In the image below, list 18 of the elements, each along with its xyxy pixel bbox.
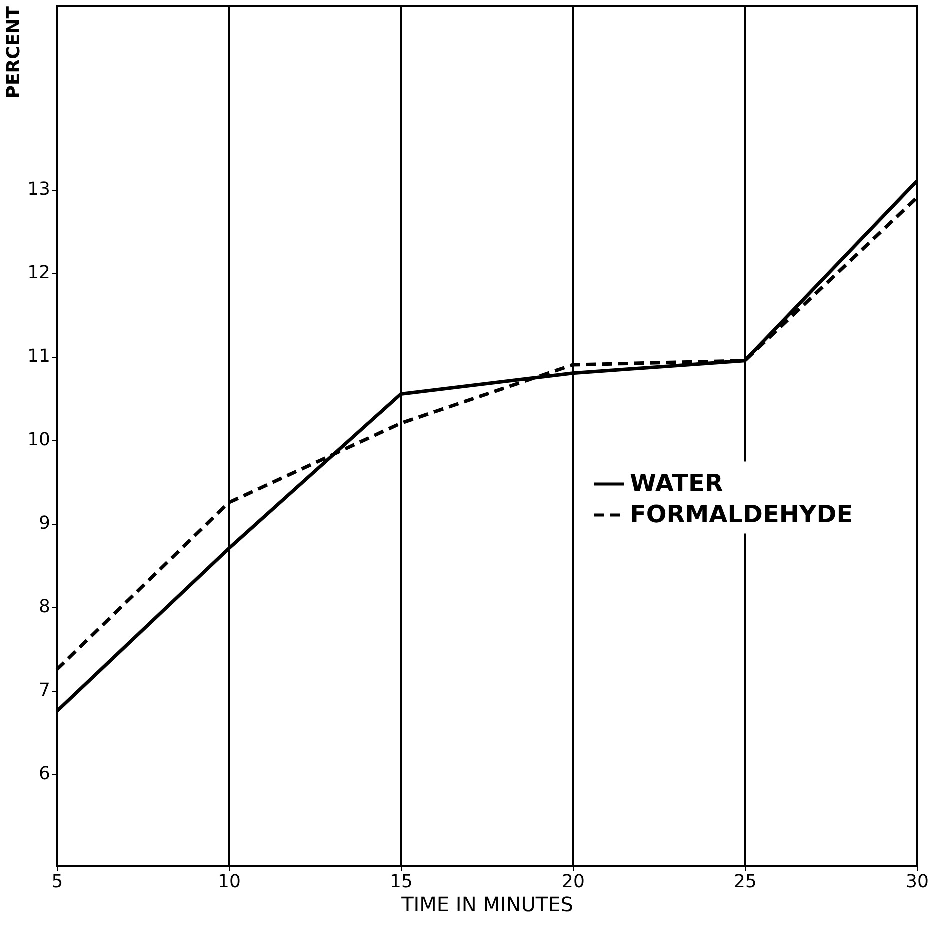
x-tick-label: 20 [562,872,585,892]
y-tick-label: 10 [28,430,50,451]
x-tick-label: 25 [734,872,757,892]
y-tick-label: 11 [28,346,50,368]
y-axis-title: PERCENT [4,6,25,99]
legend-label: FORMALDEHYDE [630,500,854,528]
y-tick-label: 8 [39,596,50,618]
y-tick-label: 12 [28,262,50,284]
y-tick-label: 9 [39,513,50,534]
legend-label: WATER [630,469,724,498]
x-tick-label: 30 [906,872,929,892]
y-tick-label: 13 [28,179,50,200]
x-tick-label: 15 [390,872,413,892]
x-axis-title: TIME IN MINUTES [400,892,574,916]
y-tick-label: 6 [39,764,50,785]
y-tick-label: 7 [39,680,50,702]
x-tick-label: 10 [218,872,241,892]
x-tick-label: 5 [52,872,64,892]
